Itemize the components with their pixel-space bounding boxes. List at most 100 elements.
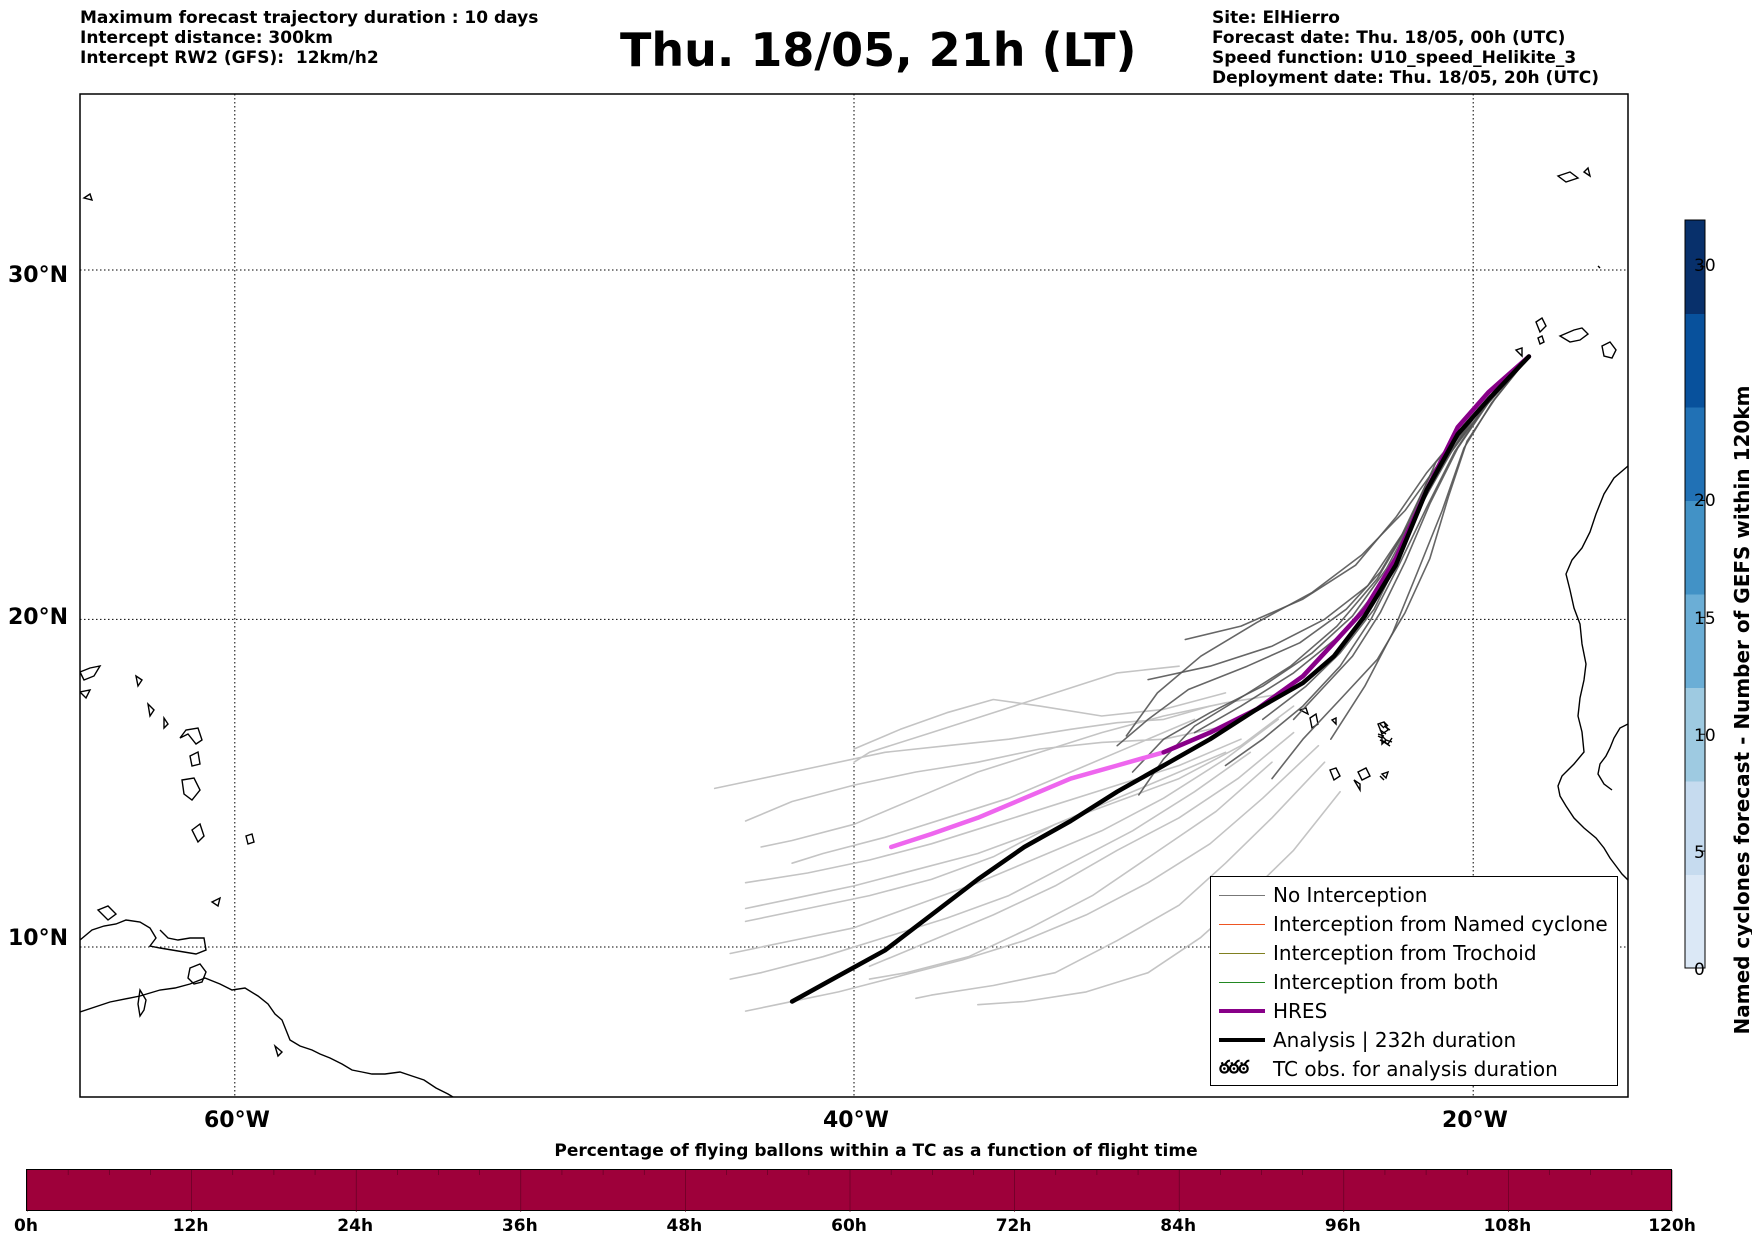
ensemble-track-light <box>868 731 1295 968</box>
island-4 <box>189 750 201 767</box>
tobago <box>210 896 222 908</box>
bottom-colorbar-tick-label: 48h <box>666 1216 703 1236</box>
cape-verde-20 <box>1379 775 1385 781</box>
caribbean-coast <box>80 919 207 955</box>
legend-no-interception: No Interception <box>1211 881 1617 910</box>
cape-verde-13 <box>1385 739 1393 743</box>
bottom-colorbar-tick-label: 12h <box>172 1216 209 1236</box>
ensemble-track-light <box>713 705 1211 790</box>
cbar-tick-10: 10 <box>1694 726 1716 746</box>
legend-label: Analysis | 232h duration <box>1273 1028 1517 1052</box>
legend-named-cyclone: Interception from Named cyclone <box>1211 910 1617 939</box>
bottom-colorbar-tick-label: 24h <box>337 1216 374 1236</box>
island-1 <box>96 905 118 921</box>
legend-swatch <box>1219 1009 1265 1013</box>
canary-gran-canaria <box>1601 341 1617 359</box>
madeira <box>1556 171 1580 183</box>
lon-label-60w: 60°W <box>204 1108 270 1133</box>
bottom-colorbar-tick-label: 72h <box>995 1216 1032 1236</box>
header-right-line-2: Forecast date: Thu. 18/05, 00h (UTC) <box>1212 28 1566 48</box>
lat-label-30n: 30°N <box>8 263 69 288</box>
ensemble-track-dark <box>1271 355 1530 780</box>
legend-swatch <box>1219 953 1265 954</box>
header-left-line-3: Intercept RW2 (GFS): 12km/h2 <box>80 48 379 68</box>
ensemble-track-dark <box>1292 355 1530 721</box>
island-7 <box>80 689 92 700</box>
island-12 <box>82 192 94 201</box>
ensemble-track-light <box>729 751 1252 980</box>
ensemble-track-light <box>853 665 1180 764</box>
ensemble-track-light <box>744 738 1242 884</box>
trinidad <box>187 963 207 985</box>
canary-tenerife <box>1535 316 1547 334</box>
header-right-line-3: Speed function: U10_speed_Helikite_3 <box>1212 48 1577 68</box>
legend-swatch <box>1219 895 1265 896</box>
cape-verde-6 <box>1330 716 1337 726</box>
colorbar-segment <box>1685 500 1705 595</box>
bottom-colorbar-tick-label: 60h <box>831 1216 867 1236</box>
island-5 <box>179 727 203 745</box>
cape-verde-10 <box>1379 739 1387 743</box>
africa-coast-2 <box>1597 723 1628 791</box>
trajectory-tracks <box>713 354 1532 1012</box>
ensemble-track-light <box>729 718 1279 955</box>
legend-swatch <box>1219 982 1265 983</box>
south-america-coast <box>80 977 455 1097</box>
bottom-colorbar-ticks <box>27 1170 1673 1212</box>
cbar-tick-0: 0 <box>1694 960 1705 980</box>
map-frame <box>79 93 1629 1098</box>
bottom-colorbar-tick-label: 120h <box>1648 1216 1696 1236</box>
cape-verde-19 <box>1380 770 1390 780</box>
ensemble-track-dark <box>1138 355 1530 796</box>
cape-verde-4 <box>1309 712 1319 730</box>
bottom-colorbar-title: Percentage of flying ballons within a TC… <box>554 1141 1198 1161</box>
ensemble-track-light <box>976 790 1341 1006</box>
colorbar-segment <box>1685 313 1705 408</box>
legend-both: Interception from both <box>1211 968 1617 997</box>
cbar-tick-20: 20 <box>1694 491 1716 511</box>
cbar-tick-15: 15 <box>1694 609 1716 629</box>
canary-gomera <box>1537 335 1545 345</box>
island-3 <box>191 822 205 844</box>
selvagens <box>1597 265 1601 269</box>
ensemble-track-light <box>744 705 1295 923</box>
bottom-colorbar-tick-label: 96h <box>1324 1216 1361 1236</box>
legend-label: HRES <box>1273 999 1328 1023</box>
colorbar-segment <box>1685 874 1705 969</box>
lon-label-20w: 20°W <box>1442 1108 1508 1133</box>
ensemble-track-light <box>853 692 1227 750</box>
legend-tc-obs: ఠఠఠ TC obs. for analysis duration <box>1211 1055 1617 1084</box>
bottom-colorbar-tick-label: 84h <box>1160 1216 1197 1236</box>
ensemble-track-dark <box>1330 355 1530 741</box>
ensemble-track-light <box>760 692 1289 848</box>
ensemble-track-light <box>744 744 1320 1012</box>
cape-verde-16 <box>1377 733 1385 737</box>
bottom-colorbar <box>26 1169 1673 1212</box>
legend-trochoid: Interception from Trochoid <box>1211 939 1617 968</box>
header-right-line-1: Site: ElHierro <box>1212 8 1340 28</box>
ensemble-track-light <box>744 725 1227 822</box>
porto-santo <box>1582 166 1592 178</box>
colorbar-segment <box>1685 407 1705 501</box>
colorbar-frame <box>1684 219 1706 969</box>
bottom-colorbar-tick-label: 0h <box>14 1216 38 1236</box>
cape-verde-18 <box>1357 767 1371 781</box>
cape-verde-8 <box>1353 779 1361 793</box>
legend-analysis: Analysis | 232h duration <box>1211 1026 1617 1055</box>
ensemble-track-light <box>791 718 1196 865</box>
cape-verde-17 <box>1329 767 1341 782</box>
island-10 <box>163 715 169 730</box>
island-2 <box>181 777 201 801</box>
canary-la-palma <box>1514 347 1523 358</box>
island-9 <box>146 701 155 718</box>
ensemble-track-dark <box>1125 355 1530 737</box>
right-colorbar-title: Named cyclones forecast - Number of GEFS… <box>1730 385 1752 1035</box>
island-8 <box>134 674 143 688</box>
legend-swatch <box>1219 924 1265 925</box>
ensemble-track-light <box>915 761 1326 1000</box>
legend-hres: HRES <box>1211 997 1617 1026</box>
ensemble-track-light <box>744 751 1227 910</box>
ensemble-track-light <box>868 761 1273 980</box>
lon-label-40w: 40°W <box>823 1108 889 1133</box>
map-legend: No Interception Interception from Named … <box>1210 876 1618 1086</box>
